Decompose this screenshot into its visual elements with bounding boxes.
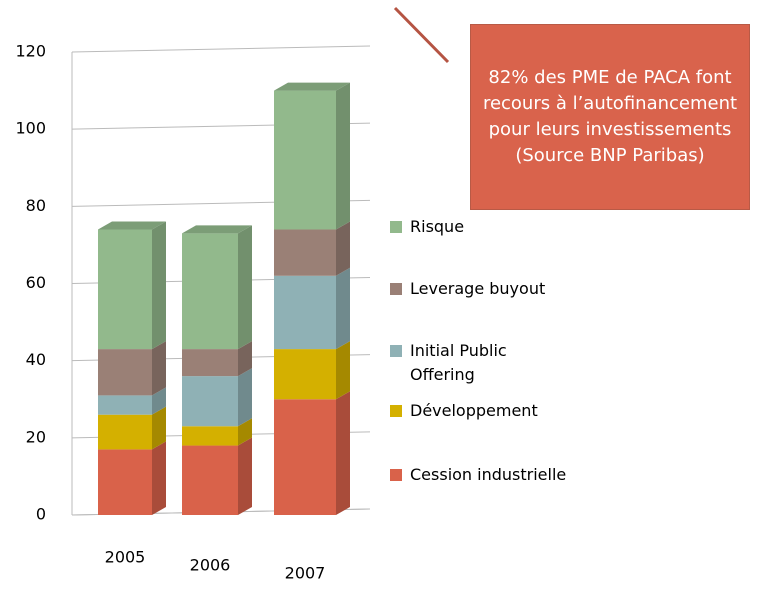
- y-tick-label: 40: [26, 350, 46, 369]
- legend-label: Initial Public Offering: [410, 341, 507, 384]
- y-tick-label: 100: [15, 119, 46, 138]
- bar-side: [336, 341, 350, 400]
- bar-side: [336, 221, 350, 276]
- legend-swatch: [390, 405, 402, 417]
- legend-swatch: [390, 283, 402, 295]
- legend-item: Risque: [390, 215, 610, 239]
- bar-segment: [182, 445, 238, 515]
- bar-segment: [98, 449, 152, 515]
- y-tick-label: 0: [36, 505, 46, 524]
- bar-segment: [98, 229, 152, 350]
- annotation: 82% des PME de PACA font recours à l’aut…: [470, 24, 750, 210]
- bar-segment: [274, 275, 336, 350]
- bar-top: [274, 82, 350, 91]
- y-tick-label: 60: [26, 273, 46, 292]
- bar-segment: [182, 376, 238, 427]
- x-tick-label: 2005: [105, 548, 146, 567]
- legend-label: Cession industrielle: [410, 465, 567, 484]
- bar-top: [182, 225, 252, 234]
- bar-segment: [274, 229, 336, 276]
- bar-segment: [98, 414, 152, 450]
- legend-item: Développement: [390, 399, 610, 423]
- bar-segment: [182, 426, 238, 446]
- bar-segment: [182, 349, 238, 377]
- x-tick-label: 2006: [190, 556, 231, 575]
- bar-side: [152, 387, 166, 415]
- bar-side: [238, 225, 252, 350]
- bar-segment: [274, 399, 336, 515]
- bar-side: [238, 418, 252, 446]
- legend-swatch: [390, 469, 402, 481]
- y-tick-label: 20: [26, 427, 46, 446]
- x-tick-label: 2007: [285, 564, 326, 583]
- bar-side: [152, 221, 166, 350]
- y-tick-label: 80: [26, 196, 46, 215]
- grid-line: [71, 45, 371, 53]
- bar-side: [152, 406, 166, 450]
- bar-top: [98, 221, 166, 230]
- bar-segment: [274, 349, 336, 400]
- bar-side: [238, 437, 252, 515]
- bar-side: [238, 368, 252, 427]
- bar-segment: [182, 233, 238, 350]
- legend-label: Risque: [410, 217, 465, 236]
- bar-side: [152, 341, 166, 396]
- bar-side: [336, 391, 350, 515]
- bar-segment: [274, 90, 336, 230]
- legend-swatch: [390, 345, 402, 357]
- bar-segment: [98, 395, 152, 415]
- annotation-line: [393, 6, 450, 64]
- legend-item: Cession industrielle: [390, 463, 610, 487]
- legend-item: Initial Public Offering: [390, 339, 520, 387]
- legend-label: Développement: [410, 401, 538, 420]
- bar-side: [336, 267, 350, 350]
- bar-side: [152, 441, 166, 515]
- legend-item: Leverage buyout: [390, 277, 610, 301]
- bar-segment: [98, 349, 152, 396]
- y-tick-label: 120: [15, 42, 46, 61]
- legend-swatch: [390, 221, 402, 233]
- bar-side: [238, 341, 252, 377]
- bar-side: [336, 82, 350, 230]
- legend-label: Leverage buyout: [410, 279, 546, 298]
